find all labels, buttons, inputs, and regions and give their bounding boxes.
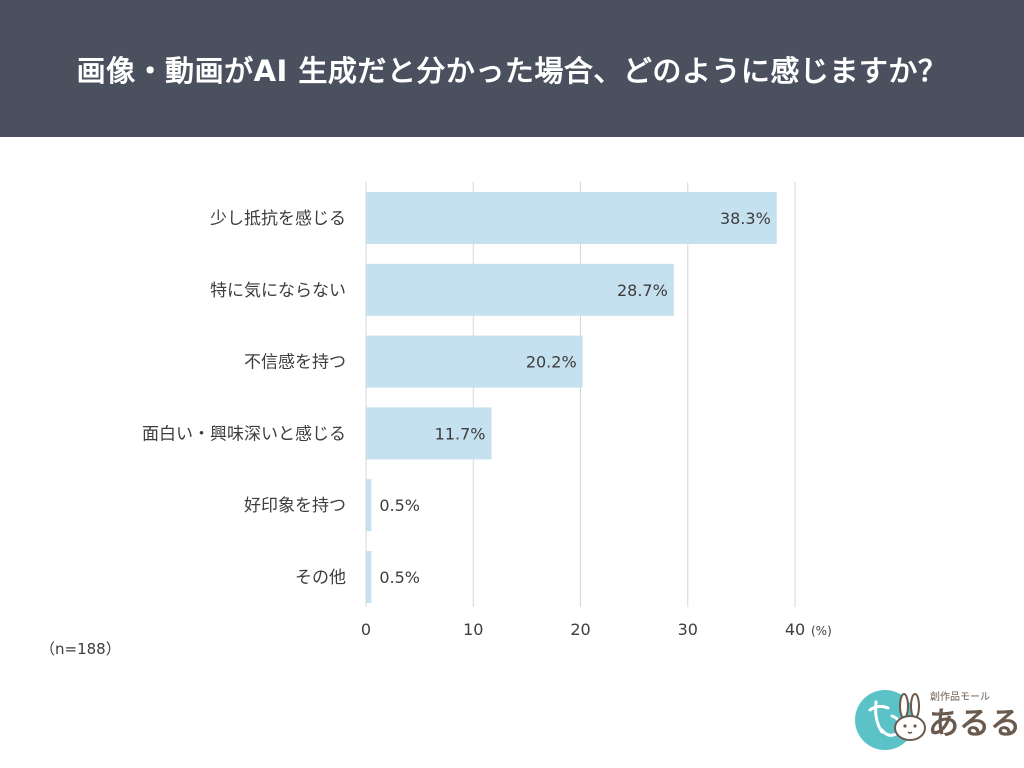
value-label: 38.3% — [720, 209, 771, 228]
bar — [366, 263, 674, 316]
category-label: 不信感を持つ — [244, 353, 346, 373]
x-tick-label: 10 — [463, 620, 483, 637]
value-label: 0.5% — [379, 496, 420, 515]
x-tick-label: 30 — [678, 620, 698, 637]
bar — [366, 551, 372, 603]
category-label: 特に気にならない — [210, 281, 346, 301]
brand-logo: 創作品モール あるる — [852, 686, 1021, 752]
category-label: 少し抵抗を感じる — [210, 209, 346, 229]
logo-tagline: 創作品モール — [930, 692, 990, 703]
bar — [366, 407, 492, 460]
logo-wordmark: あるる — [928, 706, 1021, 742]
category-label: その他 — [295, 568, 346, 588]
category-label: 面白い・興味深いと感じる — [142, 424, 346, 444]
value-label: 20.2% — [526, 353, 577, 372]
bar — [366, 479, 372, 532]
bar-chart: 0 10 20 30 40 (%) 少し抵抗を感じる 38.3% 特に気にならない 28.7% 不信… — [142, 182, 832, 637]
x-tick-label: 0 — [361, 620, 371, 637]
x-tick-label: 40 — [785, 620, 805, 637]
chart-title: 画像・動画がAI 生成だと分かった場合、どのように感じますか？ — [76, 53, 948, 88]
sample-size-note: （n=188） — [40, 640, 121, 658]
title-banner: 画像・動画がAI 生成だと分かった場合、どのように感じますか？ — [0, 0, 1024, 137]
value-label: 28.7% — [617, 281, 668, 300]
x-unit-label: (%) — [811, 624, 832, 637]
bar — [366, 192, 777, 244]
value-label: 0.5% — [379, 568, 420, 587]
bar — [366, 335, 583, 388]
x-tick-label: 20 — [570, 620, 590, 637]
rabbit-logo-icon — [855, 690, 926, 750]
category-label: 好印象を持つ — [244, 496, 346, 516]
value-label: 11.7% — [435, 424, 486, 443]
